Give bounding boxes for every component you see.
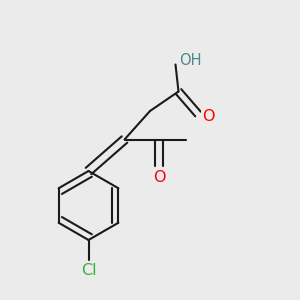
Text: O: O (153, 170, 165, 185)
Text: OH: OH (179, 53, 201, 68)
Text: Cl: Cl (81, 263, 96, 278)
Text: O: O (202, 109, 215, 124)
